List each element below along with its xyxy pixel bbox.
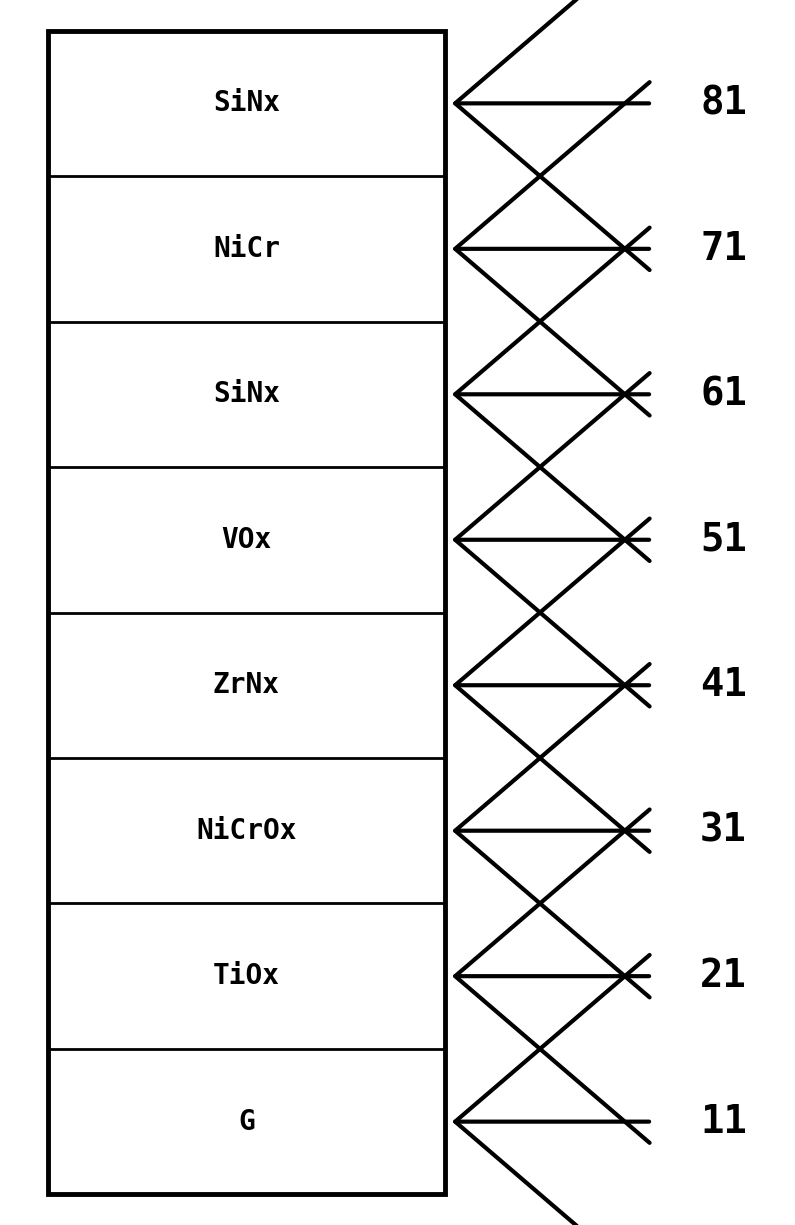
Text: 11: 11 bbox=[700, 1102, 747, 1140]
Text: SiNx: SiNx bbox=[213, 380, 280, 408]
Text: VOx: VOx bbox=[221, 526, 272, 554]
Bar bbox=[48, 31, 445, 1194]
Text: 31: 31 bbox=[700, 812, 747, 850]
Text: SiNx: SiNx bbox=[213, 89, 280, 118]
Text: 71: 71 bbox=[700, 230, 747, 268]
Text: 81: 81 bbox=[700, 85, 747, 122]
Text: 41: 41 bbox=[700, 666, 747, 704]
Text: NiCrOx: NiCrOx bbox=[196, 817, 297, 845]
Text: 61: 61 bbox=[700, 375, 747, 413]
Text: 21: 21 bbox=[700, 957, 747, 995]
Text: 51: 51 bbox=[700, 521, 747, 559]
Text: ZrNx: ZrNx bbox=[213, 671, 280, 699]
Text: TiOx: TiOx bbox=[213, 962, 280, 990]
Text: NiCr: NiCr bbox=[213, 235, 280, 263]
Text: G: G bbox=[238, 1107, 255, 1136]
